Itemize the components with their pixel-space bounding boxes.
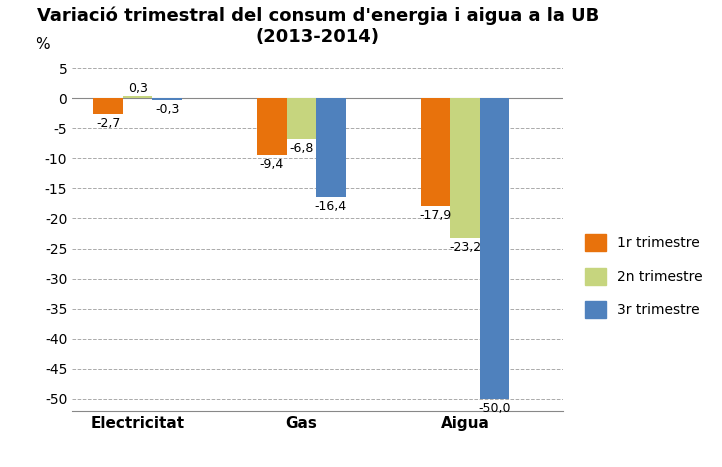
Bar (152, 98, 182, 100)
Text: 0,3: 0,3 (128, 82, 147, 94)
Text: -6,8: -6,8 (289, 142, 313, 155)
Bar (287, 98, 316, 139)
Text: -23,2: -23,2 (449, 241, 481, 254)
Text: -17,9: -17,9 (419, 209, 452, 222)
Bar (421, 98, 451, 206)
Bar (479, 98, 509, 399)
Text: -0,3: -0,3 (155, 103, 179, 116)
Text: -9,4: -9,4 (260, 158, 284, 171)
Bar (451, 98, 479, 238)
Bar (93, 98, 123, 114)
Bar (123, 96, 152, 98)
Legend: 1r trimestre, 2n trimestre, 3r trimestre: 1r trimestre, 2n trimestre, 3r trimestre (580, 228, 708, 324)
Bar (316, 98, 346, 197)
Bar (257, 98, 287, 155)
Title: Variació trimestral del consum d'energia i aigua a la UB
(2013-2014): Variació trimestral del consum d'energia… (37, 7, 599, 46)
Text: -50,0: -50,0 (478, 402, 510, 415)
Text: -16,4: -16,4 (315, 200, 347, 213)
Text: -2,7: -2,7 (96, 117, 121, 130)
Y-axis label: %: % (35, 37, 50, 52)
